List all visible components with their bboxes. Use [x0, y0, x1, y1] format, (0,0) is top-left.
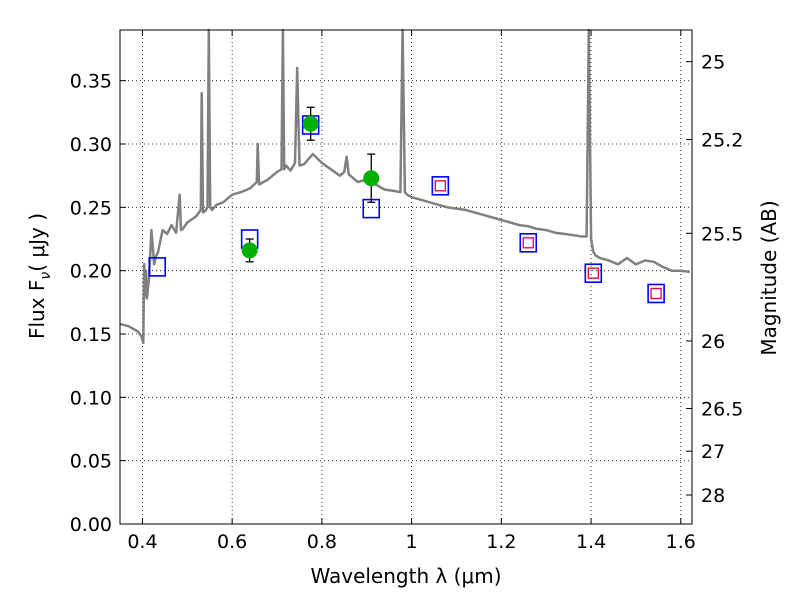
upper-limit-square	[434, 180, 446, 192]
y-tick-label: 0.20	[70, 261, 112, 283]
plot-frame	[119, 29, 693, 525]
y-tick-label: 0.35	[70, 71, 112, 93]
model-flux-square	[431, 176, 450, 196]
measured-flux-point	[302, 115, 319, 132]
spectrum-line	[119, 28, 690, 345]
y-tick-label: 0.10	[70, 387, 112, 409]
right-tick-label: 25	[701, 52, 725, 74]
y-tick-label: 0.15	[70, 324, 112, 346]
x-tick-label: 0.8	[307, 531, 337, 553]
spectrum-line-path	[119, 28, 690, 345]
x-tick-label: 1.4	[576, 531, 606, 553]
axis-ticks: 0.4 0.6 0.8 1 1.2 1.4 1.6 0.00 0.05 0.10 0.15 0.20 0…	[70, 30, 743, 553]
y-axis-title-main: Flux F	[25, 280, 49, 339]
y-axis-title-unit: ( μJy )	[25, 213, 49, 272]
y-tick-label: 0.30	[70, 134, 112, 156]
right-tick-label: 27	[701, 441, 725, 463]
y-axis-title-subscript: ν	[38, 272, 54, 280]
measured-flux-point	[241, 242, 258, 259]
x-tick-label: 1.6	[666, 531, 696, 553]
upper-limit-square	[522, 237, 534, 249]
model-flux-square	[148, 257, 167, 277]
x-tick-label: 0.4	[127, 531, 157, 553]
x-tick-label: 1	[406, 531, 418, 553]
x-axis-title: Wavelength λ (μm)	[310, 564, 501, 588]
x-tick-label: 1.2	[486, 531, 516, 553]
photometry-markers	[148, 106, 665, 304]
right-tick-label: 28	[701, 485, 725, 507]
y-tick-label: 0.00	[70, 514, 112, 536]
right-tick-label: 25.2	[701, 130, 743, 152]
right-axis-title: Magnitude (AB)	[757, 200, 781, 355]
model-flux-square	[647, 283, 665, 304]
y-tick-label: 0.05	[70, 451, 112, 473]
right-tick-label: 26	[701, 331, 725, 353]
y-axis-title: Flux Fν( μJy )	[25, 213, 54, 339]
model-flux-square	[519, 233, 538, 253]
upper-limit-square	[587, 267, 599, 279]
measured-flux-point	[363, 170, 380, 187]
grid-lines	[120, 30, 692, 525]
model-flux-square	[584, 263, 603, 284]
right-tick-label: 26.5	[701, 398, 743, 420]
upper-limit-square	[650, 287, 662, 300]
right-tick-label: 25.5	[701, 223, 743, 245]
y-tick-label: 0.25	[70, 197, 112, 219]
x-tick-label: 0.6	[217, 531, 247, 553]
